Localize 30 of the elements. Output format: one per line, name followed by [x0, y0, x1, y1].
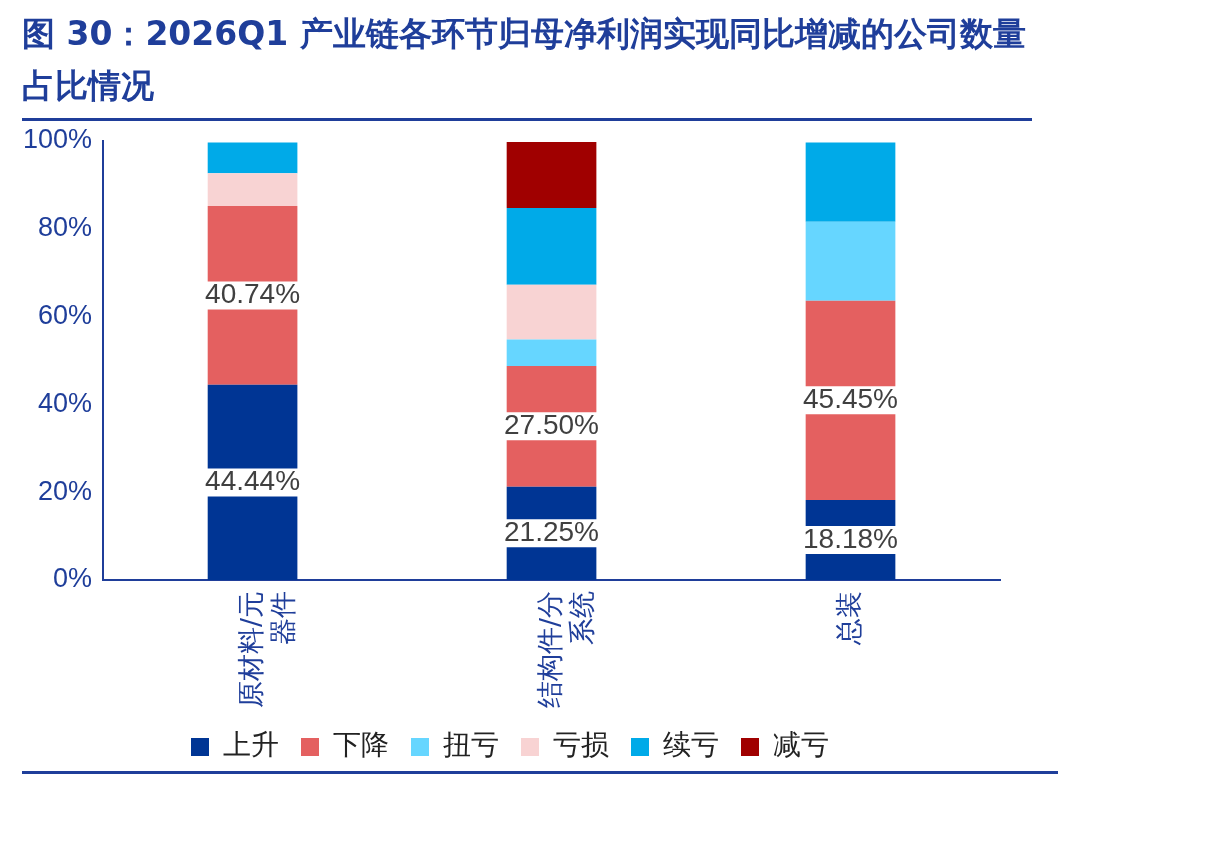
legend-label: 减亏 [773, 728, 829, 762]
data-label: 44.44% [205, 465, 301, 497]
y-tick-label: 40% [38, 387, 93, 418]
x-tick-label: 总装 [832, 590, 864, 646]
bar [506, 207, 597, 285]
data-label: 45.45% [803, 383, 898, 415]
x-tick-label: 原材料/元器件 [234, 590, 298, 709]
bar [506, 284, 597, 340]
data-label: 27.50% [504, 409, 600, 441]
data-label: 18.18% [803, 522, 898, 554]
legend-label: 续亏 [663, 728, 719, 762]
data-label: 21.25% [504, 515, 600, 547]
legend-label: 下降 [333, 728, 389, 762]
bar [805, 142, 896, 222]
legend-label: 上升 [223, 728, 279, 762]
y-tick-label: 80% [38, 212, 93, 243]
legend-label: 扭亏 [443, 728, 499, 762]
bar [506, 339, 597, 366]
x-tick-label: 结构件/分系统 [533, 590, 597, 709]
bar [805, 221, 896, 301]
legend-label: 亏损 [553, 728, 609, 762]
bar [207, 173, 298, 207]
data-label: 40.74% [205, 278, 301, 310]
bar [207, 142, 298, 174]
y-tick-label: 0% [53, 563, 93, 594]
bar [506, 142, 597, 208]
y-tick-label: 60% [38, 300, 93, 331]
y-tick-label: 100% [22, 124, 93, 155]
y-tick-label: 20% [38, 475, 93, 506]
chart-title: 图 30：2026Q1 产业链各环节归母净利润实现同比增减的公司数量占比情况 [22, 8, 1032, 121]
